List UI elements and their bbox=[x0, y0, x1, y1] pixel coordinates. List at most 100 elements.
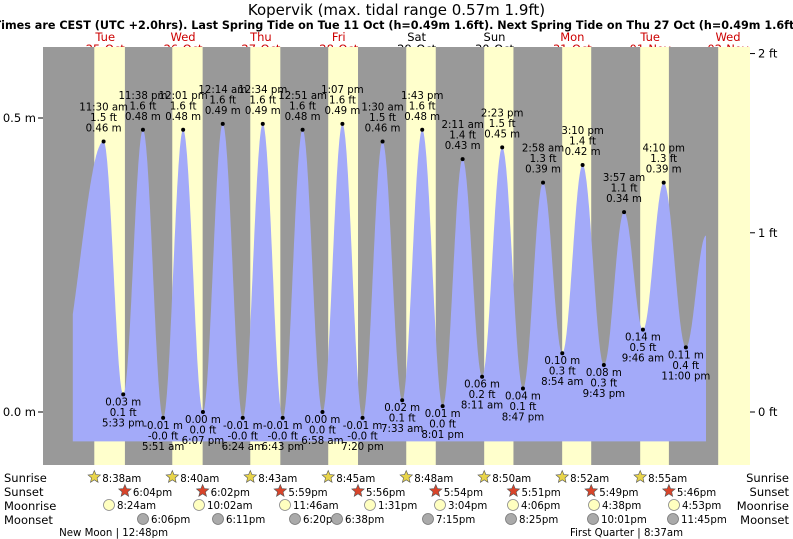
moon-phase-time: 12:48pm bbox=[122, 528, 168, 539]
sunset-icon bbox=[273, 483, 288, 497]
tide-label: 0.34 m bbox=[606, 194, 642, 205]
tide-label: 0.0 ft bbox=[429, 420, 456, 431]
sunset-time: 5:59pm bbox=[288, 488, 327, 499]
tide-label: 0.1 ft bbox=[110, 408, 137, 419]
sunset-icon bbox=[351, 483, 365, 497]
tide-label: 1.6 ft bbox=[209, 95, 236, 106]
tide-label: 1.5 ft bbox=[489, 119, 516, 130]
moonset-time: 6:38pm bbox=[345, 515, 384, 526]
sunset-icon bbox=[506, 483, 521, 497]
tide-point bbox=[181, 127, 186, 132]
tide-point bbox=[541, 180, 546, 185]
sunset-time: 5:54pm bbox=[444, 488, 483, 499]
tide-label: 0.48 m bbox=[404, 112, 440, 123]
tide-label: 11:30 am bbox=[79, 103, 128, 114]
sunset-icon bbox=[661, 483, 676, 497]
sunrise-icon bbox=[555, 469, 570, 483]
tide-label: 0.49 m bbox=[245, 106, 281, 117]
moonset-time: 11:45pm bbox=[681, 515, 727, 526]
moon-phase-label: First Quarter bbox=[570, 528, 635, 539]
moonrise-time: 10:02am bbox=[207, 501, 253, 512]
tide-point bbox=[200, 410, 205, 414]
sunset-icon bbox=[428, 483, 443, 497]
tide-point bbox=[500, 145, 505, 150]
moonset-icon bbox=[289, 513, 301, 525]
tide-area bbox=[72, 123, 707, 442]
sunset-icon bbox=[195, 483, 210, 497]
moonrise-time: 4:06pm bbox=[521, 501, 560, 512]
tide-label: 6:43 pm bbox=[261, 442, 304, 453]
daylight-band bbox=[718, 47, 750, 465]
day-name: Thu bbox=[249, 30, 272, 44]
tide-label: 0.1 ft bbox=[389, 414, 416, 425]
tide-label: 0.49 m bbox=[205, 106, 241, 117]
tide-label: 8:11 am bbox=[461, 401, 503, 412]
moonset-icon bbox=[505, 513, 517, 525]
moonrise-time: 1:31pm bbox=[378, 501, 417, 512]
tide-label: 1.1 ft bbox=[611, 184, 638, 195]
tide-point bbox=[560, 351, 565, 356]
sunrise-icon bbox=[87, 469, 102, 483]
sunrise-icon bbox=[477, 469, 492, 483]
row-label-moonset-right: Moonset bbox=[740, 513, 789, 527]
row-label-sunrise-right: Sunrise bbox=[746, 471, 789, 485]
moonset-icon bbox=[422, 513, 434, 525]
moonrise-icon bbox=[103, 499, 115, 511]
tide-label: 0.03 m bbox=[105, 397, 141, 408]
tide-point bbox=[140, 127, 145, 132]
day-name: Mon bbox=[560, 30, 584, 44]
tide-label: -0.0 ft bbox=[148, 431, 179, 442]
sunrise-icon bbox=[321, 469, 336, 483]
tide-label: 0.1 ft bbox=[510, 402, 537, 413]
tide-label: 2:58 am bbox=[522, 144, 564, 155]
tide-point bbox=[320, 410, 325, 414]
moonset-time: 7:15pm bbox=[436, 515, 475, 526]
tide-label: 11:00 pm bbox=[661, 371, 710, 382]
tide-point bbox=[580, 163, 585, 168]
moonrise-icon bbox=[279, 499, 291, 511]
sunrise-time: 8:40am bbox=[180, 474, 219, 485]
tide-label: 1.3 ft bbox=[530, 154, 557, 165]
tide-point bbox=[683, 345, 688, 350]
tide-label: 7:33 am bbox=[381, 424, 423, 435]
tide-label: 0.04 m bbox=[505, 391, 541, 402]
tide-label: -0.01 m bbox=[343, 421, 383, 432]
tide-label: 0.08 m bbox=[586, 368, 622, 379]
moonrise-icon bbox=[588, 499, 600, 511]
tide-point bbox=[601, 362, 606, 367]
tide-point bbox=[622, 210, 627, 215]
sunrise-time: 8:50am bbox=[492, 474, 531, 485]
tide-point bbox=[520, 386, 525, 391]
tide-label: 12:01 pm bbox=[159, 91, 208, 102]
tide-label: 2:23 pm bbox=[481, 108, 524, 119]
tide-label: 1.6 ft bbox=[329, 95, 356, 106]
tide-label: 0.43 m bbox=[445, 141, 481, 152]
sunset-time: 5:49pm bbox=[599, 488, 638, 499]
tide-label: 1.6 ft bbox=[170, 101, 197, 112]
day-name: Sat bbox=[407, 30, 426, 44]
tide-label: 0.00 m bbox=[305, 415, 341, 426]
moonset-time: 6:11pm bbox=[226, 515, 265, 526]
chart-subtitle: Times are CEST (UTC +2.0hrs). Last Sprin… bbox=[0, 19, 793, 32]
tide-label: 1.4 ft bbox=[449, 131, 476, 142]
tide-label: 0.11 m bbox=[668, 350, 704, 361]
tide-label: -0.01 m bbox=[143, 421, 183, 432]
tide-label: 8:54 am bbox=[541, 377, 583, 388]
tide-label: 0.3 ft bbox=[590, 378, 617, 389]
day-name: Fri bbox=[332, 30, 346, 44]
tide-label: 0.2 ft bbox=[469, 390, 496, 401]
moonset-icon bbox=[331, 513, 343, 525]
moonset-time: 6:06pm bbox=[151, 515, 190, 526]
moonrise-time: 4:38pm bbox=[602, 501, 641, 512]
day-name: Wed bbox=[715, 30, 740, 44]
moonrise-icon bbox=[668, 499, 680, 511]
tide-point bbox=[220, 121, 225, 126]
tide-label: 0.42 m bbox=[565, 147, 601, 158]
tide-label: 1.4 ft bbox=[569, 137, 596, 148]
row-label-moonset-left: Moonset bbox=[4, 513, 53, 527]
tide-point bbox=[440, 404, 445, 409]
row-label-moonrise-left: Moonrise bbox=[4, 499, 56, 513]
sunset-time: 5:51pm bbox=[521, 488, 560, 499]
sunrise-time: 8:38am bbox=[102, 474, 141, 485]
moonset-icon bbox=[587, 513, 599, 525]
